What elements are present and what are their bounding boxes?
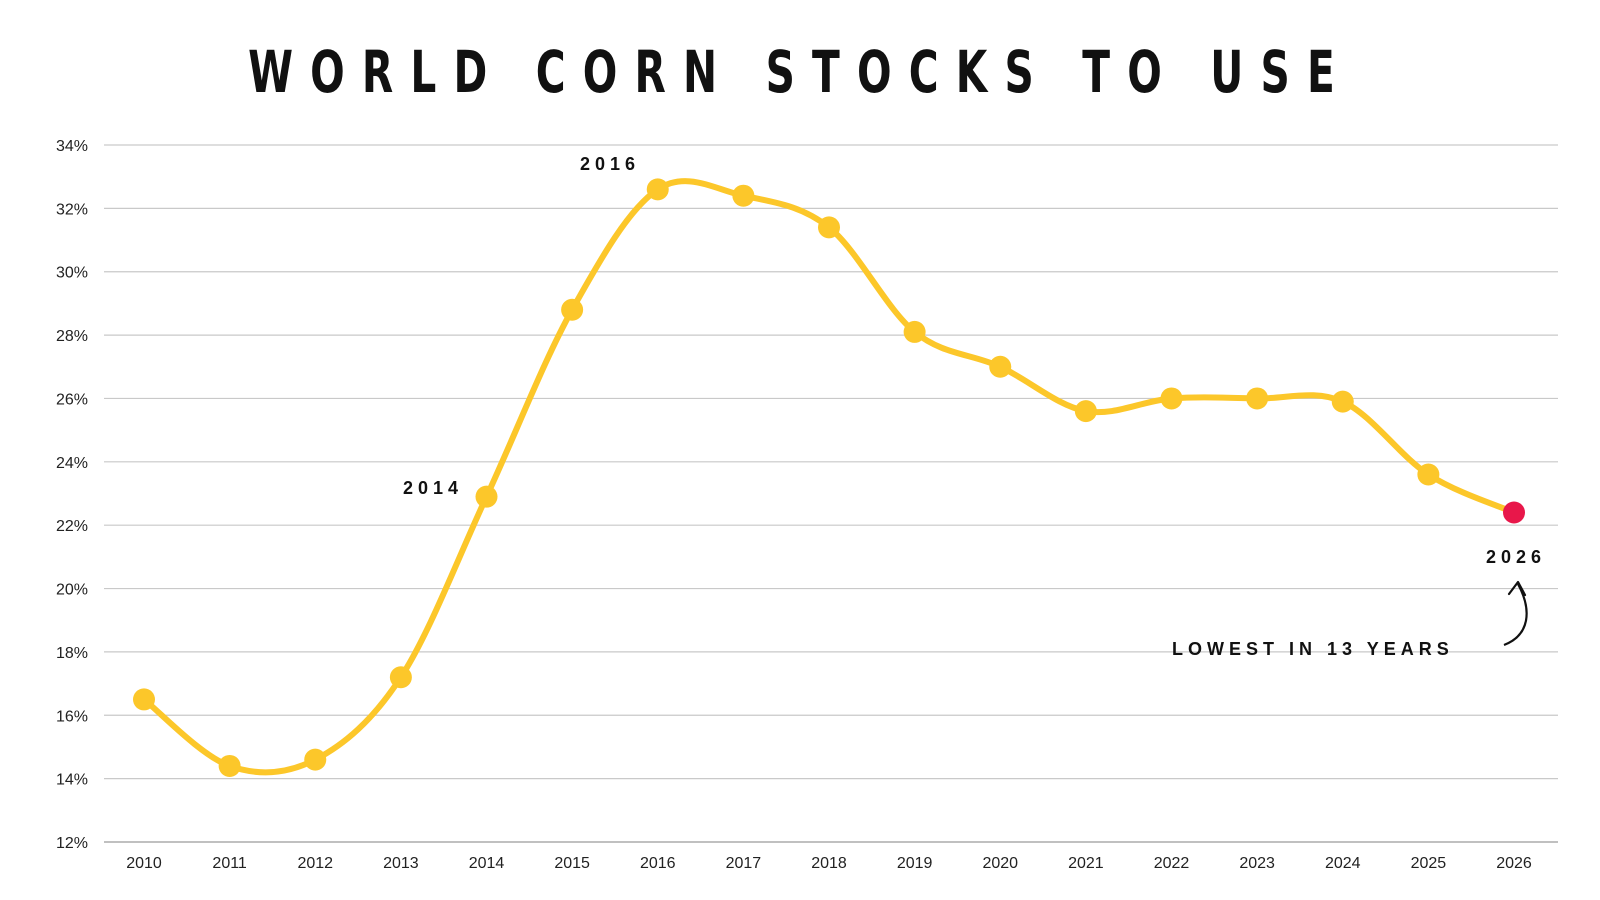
y-tick-label: 32%	[56, 201, 88, 218]
series-line	[141, 178, 1517, 776]
x-tick-label: 2025	[1411, 855, 1447, 872]
data-point	[304, 748, 327, 771]
data-point	[989, 355, 1012, 378]
x-tick-label: 2020	[982, 855, 1018, 872]
data-point	[646, 178, 669, 201]
data-points	[133, 178, 1525, 777]
y-tick-label: 28%	[56, 328, 88, 345]
y-tick-label: 12%	[56, 835, 88, 852]
data-point	[1331, 390, 1354, 413]
x-tick-label: 2017	[726, 855, 762, 872]
data-point	[903, 320, 926, 343]
data-point	[732, 184, 755, 207]
data-point-highlight	[1503, 501, 1525, 524]
data-point	[133, 688, 155, 711]
data-point	[1074, 400, 1097, 423]
x-tick-label: 2015	[554, 855, 590, 872]
x-tick-label: 2021	[1068, 855, 1104, 872]
x-tick-label: 2013	[383, 855, 419, 872]
callout-arrow-icon	[1503, 583, 1528, 647]
x-tick-label: 2012	[297, 855, 333, 872]
y-tick-label: 16%	[56, 708, 88, 725]
y-tick-label: 26%	[56, 391, 88, 408]
x-tick-label: 2024	[1325, 855, 1361, 872]
data-point	[1160, 387, 1183, 410]
chart-title: WORLD CORN STOCKS TO USE	[248, 38, 1352, 106]
x-tick-label: 2019	[897, 855, 933, 872]
y-axis-ticks: 12% 14% 16% 18% 20% 22% 24% 26% 28% 30% 32% 34%	[56, 138, 88, 852]
x-tick-label: 2018	[811, 855, 847, 872]
x-tick-label: 2011	[212, 855, 247, 872]
data-point	[561, 298, 584, 321]
y-tick-label: 22%	[56, 518, 88, 535]
y-tick-label: 24%	[56, 455, 88, 472]
y-tick-label: 20%	[56, 582, 88, 599]
data-point	[1246, 387, 1269, 410]
data-point	[475, 485, 498, 508]
data-point	[818, 216, 840, 239]
annotation-2016: 2016	[580, 154, 640, 174]
annotation-2014: 2014	[403, 478, 463, 498]
annotation-callout: LOWEST IN 13 YEARS	[1172, 639, 1454, 659]
arrowhead-icon	[1507, 580, 1527, 597]
y-tick-label: 18%	[56, 645, 88, 662]
data-point	[218, 754, 241, 777]
data-point	[389, 666, 412, 689]
x-tick-label: 2022	[1154, 855, 1190, 872]
y-tick-label: 34%	[56, 138, 88, 155]
data-point	[1417, 463, 1440, 486]
y-tick-label: 14%	[56, 772, 88, 789]
x-axis-ticks: 2010 2011 2012 2013 2014 2015 2016 2017 2018 2019…	[126, 855, 1532, 872]
x-tick-label: 2023	[1239, 855, 1275, 872]
x-tick-label: 2026	[1496, 855, 1532, 872]
y-tick-label: 30%	[56, 265, 88, 282]
x-tick-label: 2010	[126, 855, 162, 872]
annotation-2026: 2026	[1486, 547, 1546, 567]
gridlines	[104, 144, 1558, 843]
x-tick-label: 2014	[469, 855, 505, 872]
x-tick-label: 2016	[640, 855, 676, 872]
